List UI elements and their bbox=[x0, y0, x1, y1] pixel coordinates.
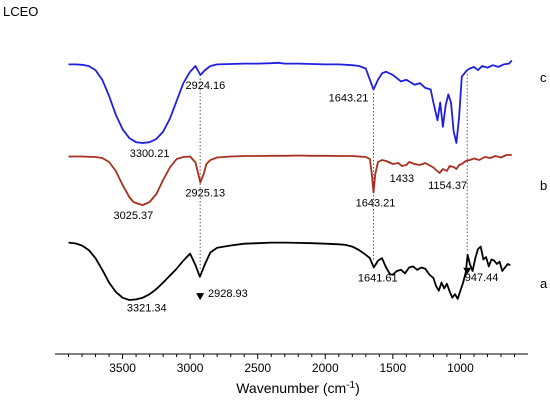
x-axis-title-superscript: -1 bbox=[346, 380, 355, 391]
series-layer: c b a bbox=[68, 59, 548, 301]
reference-lines bbox=[199, 74, 468, 271]
series-label-c: c bbox=[540, 70, 547, 85]
peak-label: 1643.21 bbox=[329, 93, 369, 105]
peak-label: 2925.13 bbox=[185, 188, 225, 200]
peak-label: 1154.37 bbox=[428, 180, 467, 192]
x-tick-label: 1000 bbox=[447, 361, 474, 375]
x-tick-label: 1500 bbox=[380, 361, 407, 375]
series-line-c bbox=[68, 59, 513, 144]
series-label-b: b bbox=[540, 178, 547, 193]
peak-label: 947.44 bbox=[465, 272, 499, 284]
peak-label: 3300.21 bbox=[130, 148, 170, 160]
peak-label: 2928.93 bbox=[208, 288, 248, 300]
peak-label: 1641.61 bbox=[358, 273, 398, 285]
peak-label: 3321.34 bbox=[127, 303, 167, 315]
peak-arrow bbox=[196, 293, 205, 301]
x-axis: 3500 3000 2500 2000 1500 1000 bbox=[55, 353, 528, 375]
x-axis-title: Wavenumber (cm-1) bbox=[236, 380, 360, 397]
series-line-b bbox=[68, 154, 512, 206]
peak-label: 1433 bbox=[390, 173, 414, 185]
peak-arrow bbox=[463, 267, 472, 275]
peak-label: 1643.21 bbox=[356, 198, 396, 210]
annotations-layer: 3300.21 2924.16 1643.21 3025.37 2925.13 1643.… bbox=[114, 80, 499, 315]
series-label-a: a bbox=[540, 276, 548, 291]
peak-label: 2924.16 bbox=[186, 80, 226, 92]
series-line-a bbox=[68, 241, 511, 301]
peak-label: 3025.37 bbox=[114, 210, 154, 222]
x-tick-label: 2500 bbox=[244, 361, 271, 375]
x-tick-label: 2000 bbox=[312, 361, 339, 375]
chart-title: LCEO bbox=[3, 4, 38, 19]
x-tick-label: 3000 bbox=[177, 361, 204, 375]
x-tick-label: 3500 bbox=[109, 361, 136, 375]
